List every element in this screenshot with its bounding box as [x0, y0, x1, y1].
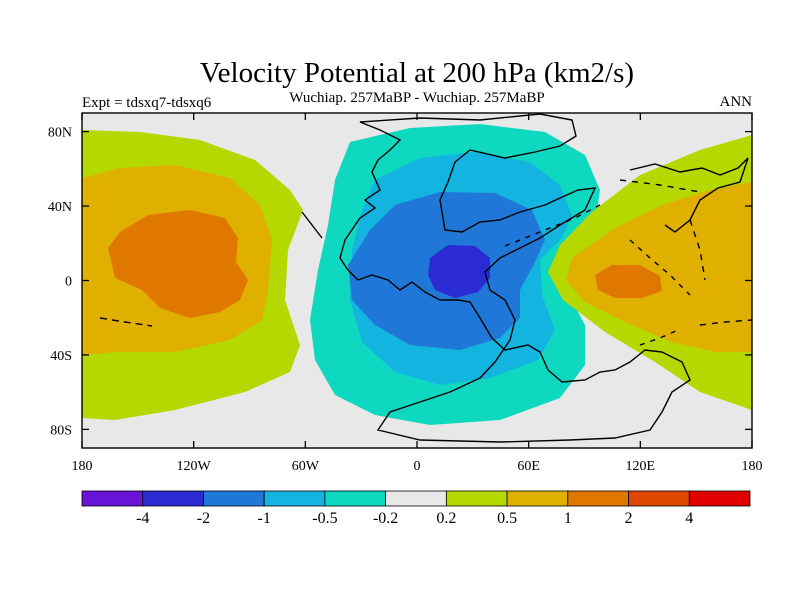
colorbar-level-label: -0.2 — [373, 510, 398, 527]
colorbar-box — [385, 490, 447, 507]
island-chain-1 — [99, 317, 153, 327]
colorbar-box — [324, 490, 387, 507]
x-tick-label: 120W — [177, 459, 212, 474]
colorbar-level-label: 1 — [564, 510, 572, 527]
colorbar-box — [263, 490, 326, 507]
experiment-label: Expt = tdsxq7-tdsxq6 — [82, 95, 212, 111]
eastern-positive-region — [548, 135, 752, 410]
colorbar-box — [445, 490, 508, 507]
x-tick-label: 120E — [626, 459, 656, 474]
tethys-negative-region — [310, 124, 600, 425]
colorbar-box — [688, 490, 751, 507]
colorbar-box — [81, 490, 144, 507]
pangaea-coastline — [339, 113, 691, 443]
y-tick-label: 80N — [48, 126, 72, 141]
colorbar-level-label: 0.2 — [436, 510, 456, 527]
island-chain-6 — [689, 219, 706, 281]
colorbar-box — [567, 490, 629, 507]
x-tick-label: 180 — [742, 459, 763, 474]
colorbar-level-label: -1 — [258, 510, 271, 527]
pacific-positive-region — [82, 130, 303, 420]
colorbar-level-label: 0.5 — [497, 510, 517, 527]
colorbar-box — [628, 490, 690, 507]
island-chain-3 — [629, 239, 691, 296]
colorbar-box — [142, 490, 204, 507]
period-label: Wuchiap. 257MaBP - Wuchiap. 257MaBP — [289, 90, 544, 106]
y-axis: 80N 40N 0 40S 80S — [48, 126, 752, 438]
x-tick-label: 60E — [517, 459, 540, 474]
colorbar-level-label: 4 — [685, 510, 693, 527]
island-chain-5 — [504, 204, 601, 247]
y-tick-label: 40S — [50, 349, 72, 364]
contour-band-0p5-1-east — [566, 182, 752, 352]
colorbar-box — [506, 490, 569, 507]
y-tick-label: 0 — [65, 275, 72, 290]
map-panel — [82, 113, 752, 448]
x-tick-label: 180 — [72, 459, 93, 474]
western-arc-coastline — [301, 211, 323, 239]
y-tick-label: 80S — [50, 423, 72, 438]
colorbar: -4 -2 -1 -0.5 -0.2 0.2 0.5 1 2 4 — [81, 490, 751, 527]
colorbar-level-label: 2 — [625, 510, 633, 527]
island-chain-7 — [639, 329, 679, 346]
x-axis: 180 120W 60W 0 60E 120E 180 — [72, 113, 763, 474]
contour-band-1-2-east — [595, 265, 662, 298]
colorbar-level-label: -2 — [197, 510, 210, 527]
x-tick-label: 0 — [414, 459, 421, 474]
season-label: ANN — [720, 94, 753, 110]
island-chain-4 — [699, 319, 752, 326]
coastlines — [99, 113, 752, 443]
colorbar-level-label: -4 — [136, 510, 149, 527]
colorbar-box — [203, 490, 265, 507]
colorbar-level-label: -0.5 — [312, 510, 337, 527]
contour-band-1-2 — [108, 210, 248, 318]
x-tick-label: 60W — [292, 459, 320, 474]
y-tick-label: 40N — [48, 200, 72, 215]
contour-band-n2-n4 — [428, 245, 490, 298]
island-chain-2 — [619, 179, 701, 193]
chart-title: Velocity Potential at 200 hPa (km2/s) — [200, 57, 634, 89]
